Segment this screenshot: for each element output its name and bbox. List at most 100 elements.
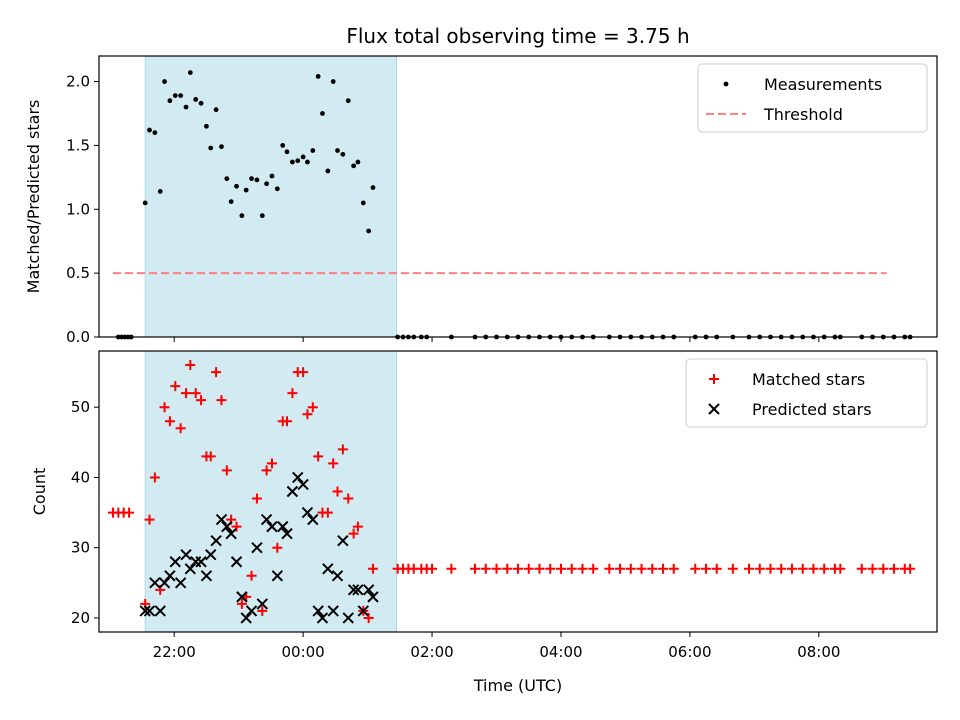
measurement-point — [355, 159, 361, 165]
matched-stars-point — [856, 563, 867, 574]
axes-frame — [98, 350, 938, 633]
legend-label: Threshold — [763, 105, 843, 124]
predicted-stars-point — [322, 563, 334, 575]
y-axis-label: Matched/Predicted stars — [24, 100, 43, 294]
star-count-panel: 20 30 40 50 22:00 00:00 02:00 04:00 06:00 08:00 Co… — [30, 350, 938, 695]
predicted-stars-point — [327, 605, 339, 617]
matched-stars-point — [231, 521, 242, 532]
y-tick-label: 20 — [71, 609, 90, 627]
measurement-point — [360, 200, 366, 206]
predicted-stars-point — [200, 570, 213, 582]
matched-stars-point — [251, 493, 262, 504]
observing-window-band — [144, 350, 398, 633]
matched-stars-point — [343, 493, 354, 504]
matched-stars-point — [261, 465, 272, 476]
measurement-point — [300, 154, 306, 160]
predicted-stars-point — [143, 605, 156, 617]
matched-stars-point — [144, 514, 155, 525]
measurement-point — [269, 173, 275, 179]
predicted-stars-point — [256, 598, 269, 610]
y-tick-label: 2.0 — [66, 73, 90, 91]
predicted-stars-point — [174, 577, 187, 589]
matched-stars-point — [181, 388, 192, 399]
predicted-stars-point — [331, 570, 344, 582]
matched-stars-point — [352, 521, 363, 532]
legend-predicted-swatch — [708, 403, 720, 415]
measurement-point — [243, 187, 249, 193]
measurement-point — [204, 123, 209, 129]
matched-stars-point — [701, 563, 712, 574]
predicted-stars-point — [277, 520, 289, 533]
predicted-stars-point — [210, 534, 222, 547]
matched-stars-point — [647, 563, 658, 574]
measurement-point — [335, 148, 340, 153]
predicted-stars-point — [281, 527, 293, 540]
matched-stars-point — [491, 563, 502, 574]
matched-stars-point — [211, 367, 222, 378]
matched-stars-point — [221, 465, 232, 476]
matched-stars-point — [819, 563, 830, 574]
predicted-stars-point — [347, 584, 360, 596]
measurement-point — [254, 177, 260, 183]
matched-stars-point — [502, 563, 513, 574]
predicted-stars-point — [240, 612, 252, 624]
measurement-point — [198, 100, 204, 106]
measurement-point — [162, 79, 167, 84]
matched-stars-point — [588, 563, 599, 574]
measurement-point — [239, 213, 245, 219]
matched-stars-point — [545, 563, 556, 574]
y-axis-label: Count — [30, 468, 49, 516]
matched-stars-point — [216, 395, 227, 406]
matched-stars-point — [480, 563, 491, 574]
matched-stars-point — [257, 605, 268, 616]
predicted-stars-point — [149, 577, 161, 589]
x-tick-label: 08:00 — [797, 643, 840, 661]
measurement-point — [295, 158, 301, 164]
x-axis-label: Time (UTC) — [473, 676, 562, 695]
predicted-stars-point — [230, 556, 243, 568]
measurement-point — [289, 159, 295, 165]
y-tick-label: 40 — [71, 468, 90, 486]
legend-box — [685, 358, 928, 428]
legend-label: Matched stars — [752, 370, 865, 389]
axes-frame — [98, 55, 938, 338]
matched-stars-point — [625, 563, 636, 574]
measurement-point — [187, 70, 193, 76]
predicted-stars-point — [286, 485, 299, 498]
matched-stars-point — [282, 416, 293, 427]
predicted-stars-point — [154, 605, 166, 617]
predicted-stars-point — [251, 541, 263, 554]
measurement-point — [259, 213, 265, 219]
flux-ratio-panel: 0.0 0.5 1.0 1.5 2.0 Matched/Predicted stars Me… — [24, 55, 938, 346]
matched-stars-point — [690, 563, 701, 574]
matched-stars-point — [446, 563, 457, 574]
measurement-point — [152, 130, 158, 136]
y-tick-label: 0.5 — [66, 264, 90, 282]
predicted-stars-point — [307, 513, 319, 526]
y-tick-label: 30 — [71, 539, 90, 557]
matched-stars-point — [867, 563, 878, 574]
matched-stars-point — [196, 395, 207, 406]
measurement-point — [284, 149, 290, 155]
matched-stars-point — [566, 563, 577, 574]
matched-stars-point — [513, 563, 523, 574]
predicted-stars-point — [245, 605, 258, 617]
matched-stars-point — [170, 381, 181, 392]
matched-stars-point — [776, 563, 787, 574]
y-tick-label: 1.0 — [66, 200, 90, 218]
predicted-stars-point — [367, 591, 379, 603]
measurement-point — [274, 186, 280, 192]
matched-stars-point — [287, 388, 298, 399]
matched-stars-point — [523, 563, 534, 574]
predicted-stars-point — [266, 520, 278, 533]
y-tick-label: 1.5 — [66, 136, 90, 154]
measurement-point — [325, 168, 331, 174]
predicted-stars-point — [352, 584, 364, 596]
matched-stars-point — [246, 570, 257, 581]
matched-stars-point — [328, 458, 339, 469]
y-tick-label: 0.0 — [66, 328, 90, 346]
matched-stars-point — [190, 388, 201, 399]
predicted-stars-point — [195, 556, 207, 568]
measurement-point — [142, 200, 148, 206]
